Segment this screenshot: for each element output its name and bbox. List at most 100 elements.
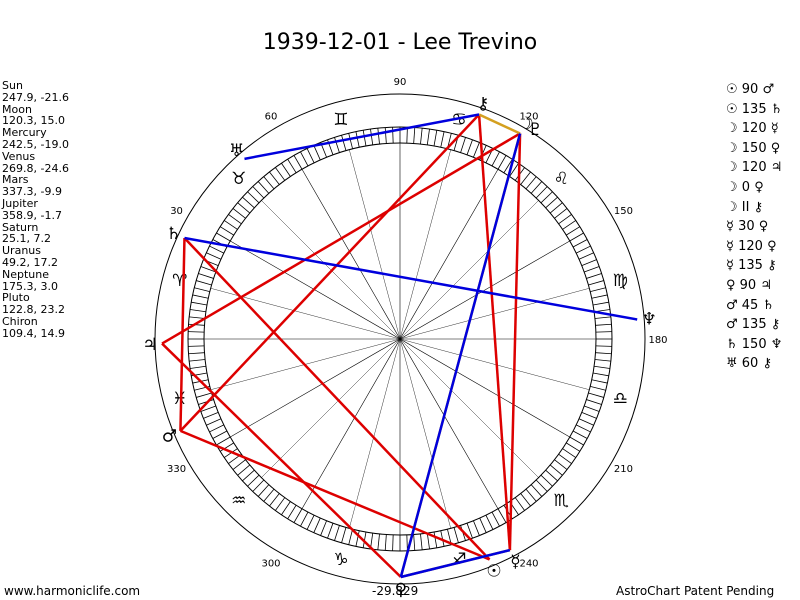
degree-tick [281, 501, 291, 515]
planet-name: Chiron [2, 314, 38, 328]
degree-tick [306, 148, 315, 164]
planet-glyph-icon: ☉ [486, 562, 501, 582]
degree-tick [216, 436, 231, 446]
degree-tick [420, 533, 423, 550]
degree-label: 330 [167, 464, 186, 475]
degree-tick [257, 181, 270, 194]
degree-tick [200, 405, 216, 412]
degree-tick [590, 287, 606, 292]
aspect-row: ♄ 150 ♆ [726, 335, 782, 355]
degree-tick [466, 139, 473, 155]
aspect-planet-glyph: ♅ [726, 356, 738, 372]
degree-tick [566, 442, 580, 452]
degree-label: 240 [519, 558, 538, 569]
aspect-row: ☽ 0 ♀ [726, 178, 782, 198]
degree-tick [188, 331, 205, 333]
planet-glyph-icon: ♅ [229, 141, 244, 161]
aspect-planet-glyph: ♀ [754, 179, 764, 195]
degree-tick [300, 511, 309, 527]
aspect-planet-glyph: ♂ [762, 82, 775, 97]
degree-tick [581, 412, 597, 419]
aspect-angle: 45 [737, 297, 763, 313]
aspect-row: ☉ 90 ♂ [726, 80, 782, 100]
degree-tick [479, 517, 487, 533]
degree-tick [572, 430, 588, 439]
degree-tick [588, 392, 604, 398]
aspect-angle: 120 [737, 121, 771, 137]
degree-tick [581, 259, 597, 266]
aspect-angle: 0 [737, 179, 755, 195]
aspect-line [179, 238, 186, 431]
degree-tick [384, 127, 387, 144]
degree-tick [263, 488, 275, 502]
aspect-angle: 60 [737, 356, 763, 372]
degree-tick [520, 171, 531, 185]
aspect-angle: 90 [735, 277, 761, 293]
degree-tick [586, 399, 602, 405]
degree-tick [420, 128, 423, 145]
degree-tick [275, 167, 286, 181]
aspect-angle: 135 [737, 317, 771, 333]
degree-label: 150 [614, 206, 633, 217]
degree-tick [293, 508, 303, 523]
planet-glyph-icon: ♀ [395, 580, 407, 600]
degree-tick [189, 316, 206, 319]
aspect-row: ☿ 135 ⚷ [726, 256, 782, 276]
planet-coords: 49.2, 17.2 [2, 255, 58, 269]
aspect-planet-glyph: ♆ [770, 336, 783, 352]
degree-tick [562, 448, 576, 458]
planet-coords: 25.1, 7.2 [2, 232, 51, 246]
zodiac-sign-icon: ♐ [451, 550, 466, 570]
degree-tick [594, 359, 611, 362]
aspect-angle: 120 [737, 160, 771, 176]
degree-tick [209, 424, 225, 433]
aspect-planet-glyph: ☿ [726, 238, 734, 254]
degree-tick [569, 436, 584, 446]
planet-glyph-icon: ♂ [162, 426, 177, 446]
planet-name: Mars [2, 173, 29, 187]
degree-tick [198, 273, 214, 279]
degree-tick [566, 226, 580, 236]
degree-tick [192, 294, 209, 299]
degree-tick [362, 130, 367, 147]
degree-tick [594, 365, 610, 369]
degree-tick [590, 386, 606, 391]
degree-tick [194, 287, 210, 292]
degree-tick [497, 155, 507, 170]
degree-tick [575, 424, 591, 433]
division-line [210, 288, 590, 390]
aspect-planet-glyph: ♃ [770, 160, 783, 176]
degree-tick [190, 365, 206, 369]
aspect-line [244, 113, 480, 161]
degree-tick [578, 252, 594, 260]
aspect-line [161, 132, 521, 345]
planet-glyph-icon: ♆ [642, 310, 657, 330]
degree-tick [426, 129, 430, 145]
planet-name: Pluto [2, 291, 30, 305]
degree-tick [433, 531, 438, 548]
degree-tick [453, 527, 459, 543]
aspect-planet-glyph: ⚷ [770, 317, 781, 333]
degree-tick [595, 352, 612, 355]
degree-tick [413, 534, 416, 551]
zodiac-sign-icon: ♊ [333, 110, 348, 130]
degree-tick [257, 484, 270, 497]
planet-name: Saturn [2, 220, 39, 234]
planet-coords: 109.4, 14.9 [2, 326, 65, 340]
footer-website: www.harmoniclife.com [4, 584, 141, 598]
aspect-planet-glyph: ☿ [726, 258, 734, 274]
aspect-line [179, 429, 491, 561]
aspect-planet-glyph: ☉ [726, 82, 738, 97]
degree-tick [206, 252, 222, 260]
degree-tick [591, 379, 608, 384]
degree-tick [252, 479, 265, 492]
degree-tick [584, 405, 600, 412]
degree-tick [237, 202, 251, 214]
aspect-line [508, 133, 522, 551]
degree-label: 180 [648, 335, 667, 346]
degree-tick [206, 418, 222, 426]
aspect-planet-glyph: ☿ [770, 121, 779, 137]
degree-tick [188, 345, 205, 347]
degree-tick [224, 220, 238, 230]
aspect-planet-glyph: ⚷ [762, 356, 772, 372]
